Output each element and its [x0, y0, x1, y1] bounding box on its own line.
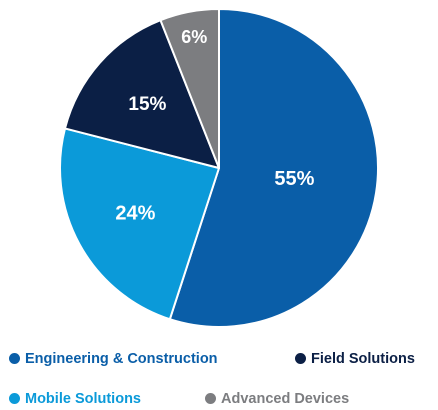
pie-slice-field-solutions	[63, 19, 220, 169]
legend-item-advanced-devices: Advanced Devices	[205, 388, 349, 410]
data-label: 24%	[115, 202, 155, 224]
pie-slice-engineering-construction	[168, 8, 379, 328]
pie-slice-mobile-solutions	[59, 127, 220, 321]
legend-label: Engineering & Construction	[25, 351, 218, 367]
data-label: 6%	[181, 27, 207, 47]
data-label: 55%	[274, 168, 314, 190]
pie-slices	[59, 8, 379, 328]
legend-item-field-solutions: Field Solutions	[295, 348, 415, 370]
legend-item-engineering-construction: Engineering & Construction	[9, 348, 218, 370]
pie-data-labels: 55% 24% 15% 6%	[115, 27, 314, 224]
legend-marker-icon	[295, 353, 306, 364]
legend-marker-icon	[9, 353, 20, 364]
pie-slice-advanced-devices	[159, 8, 220, 169]
legend-marker-icon	[9, 393, 20, 404]
legend-label: Mobile Solutions	[25, 391, 141, 407]
pie-chart: 55% 24% 15% 6%	[59, 8, 379, 328]
legend-label: Field Solutions	[311, 351, 415, 367]
data-label: 15%	[128, 94, 166, 115]
legend-row-1: Engineering & Construction Field Solutio…	[0, 348, 438, 370]
legend-label: Advanced Devices	[221, 391, 350, 407]
legend-item-mobile-solutions: Mobile Solutions	[9, 388, 141, 410]
legend-marker-icon	[205, 393, 216, 404]
legend-row-2: Mobile Solutions Advanced Devices	[0, 388, 438, 410]
